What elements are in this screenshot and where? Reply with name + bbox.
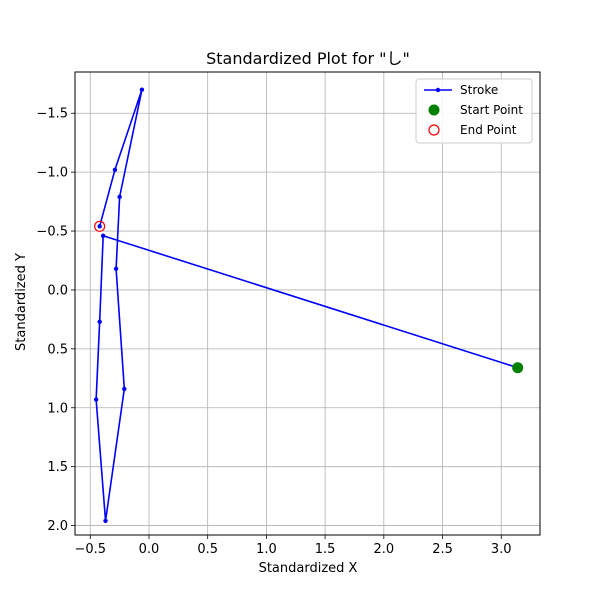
stroke-point [113, 266, 119, 271]
legend-label-start: Start Point [460, 103, 523, 117]
legend-label-stroke: Stroke [460, 83, 498, 97]
x-tick-label: 2.5 [432, 542, 453, 557]
y-tick-label: 0.0 [47, 283, 68, 298]
x-tick-label: 0.0 [139, 542, 160, 557]
x-axis-ticks: −0.5 0.0 0.5 1.0 1.5 2.0 2.5 3.0 [74, 535, 512, 557]
x-tick-label: 2.0 [373, 542, 394, 557]
x-tick-label: −0.5 [74, 542, 106, 557]
x-tick-label: 3.0 [491, 542, 512, 557]
stroke-point [112, 167, 118, 172]
stroke-point [97, 224, 102, 229]
y-axis-label: Standardized Y [14, 253, 29, 351]
y-tick-label: 0.5 [47, 342, 68, 357]
y-tick-label: 1.5 [47, 460, 68, 475]
legend-start-marker [428, 104, 440, 116]
x-tick-label: 1.0 [256, 542, 277, 557]
y-tick-label: −1.5 [36, 107, 68, 122]
legend-label-end: End Point [460, 123, 517, 137]
start-point-marker [512, 362, 524, 374]
y-axis-ticks: −1.5 −1.0 −0.5 0.0 0.5 1.0 1.5 2.0 [36, 107, 75, 534]
stroke-point [117, 194, 122, 200]
y-tick-label: 2.0 [47, 519, 68, 534]
series-layer [93, 87, 524, 524]
x-tick-label: 1.5 [315, 542, 336, 557]
stroke-point [100, 233, 106, 238]
stroke-point [122, 386, 127, 392]
x-axis-label: Standardized X [259, 561, 358, 576]
legend-box [415, 78, 533, 144]
chart-title: Standardized Plot for "し" [206, 49, 410, 68]
stroke-line [95, 88, 518, 522]
x-tick-label: 0.5 [197, 542, 218, 557]
y-tick-label: 1.0 [47, 401, 68, 416]
stroke-point [93, 397, 99, 402]
legend-stroke-marker [435, 87, 441, 93]
legend-end-marker [428, 124, 440, 136]
grid-lines [75, 72, 540, 535]
stroke-point [103, 518, 108, 524]
stroke-point [97, 319, 102, 324]
stroke-point [139, 87, 145, 92]
y-tick-label: −0.5 [36, 225, 68, 240]
y-tick-label: −1.0 [36, 166, 68, 181]
plot-frame [74, 71, 541, 536]
end-point-marker [94, 220, 106, 232]
legend: Stroke Start Point End Point [415, 78, 533, 144]
